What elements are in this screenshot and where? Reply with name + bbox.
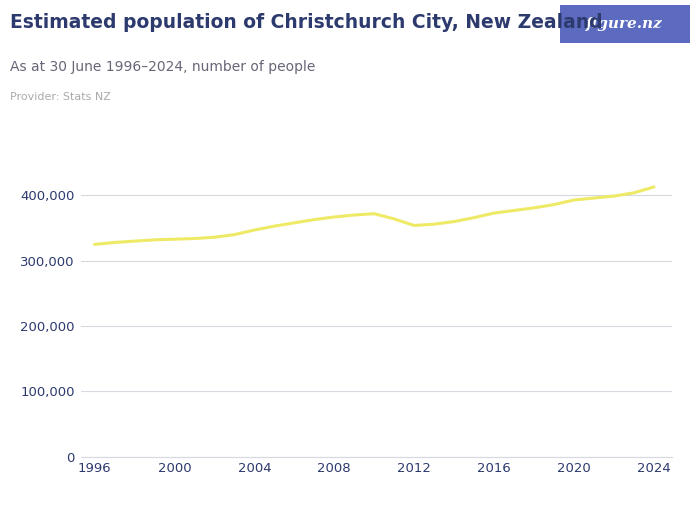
Text: As at 30 June 1996–2024, number of people: As at 30 June 1996–2024, number of peopl… (10, 60, 316, 75)
Text: Provider: Stats NZ: Provider: Stats NZ (10, 92, 111, 102)
Text: Estimated population of Christchurch City, New Zealand: Estimated population of Christchurch Cit… (10, 13, 603, 32)
Text: figure.nz: figure.nz (587, 17, 663, 31)
